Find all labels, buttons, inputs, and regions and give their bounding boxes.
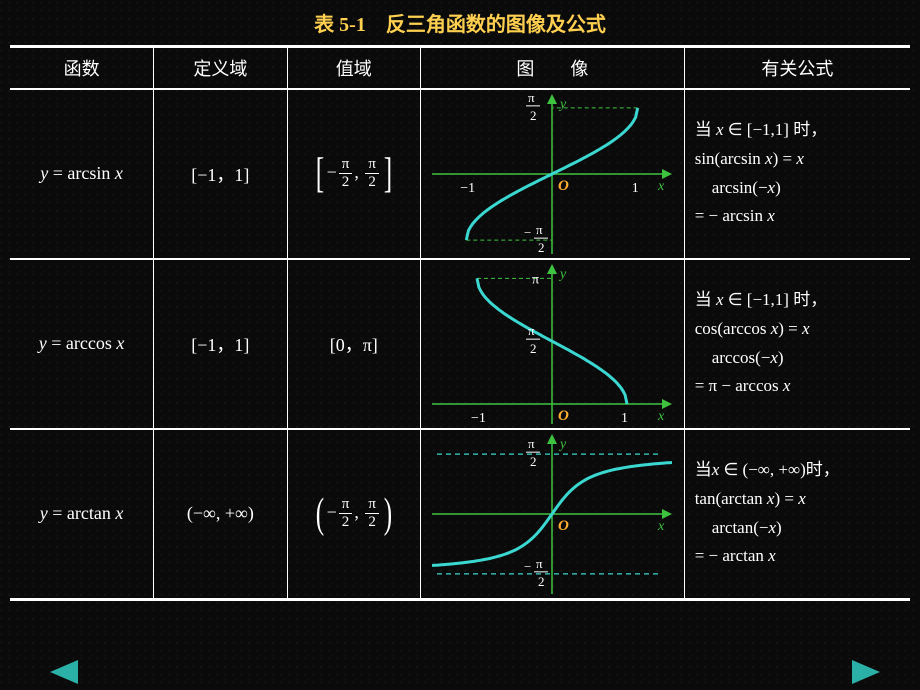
svg-text:π: π	[536, 555, 543, 570]
table-caption: 表 5-1 反三角函数的图像及公式	[10, 8, 910, 37]
header-formulas: 有关公式	[684, 47, 910, 89]
svg-text:y: y	[558, 267, 567, 282]
header-range: 值域	[287, 47, 420, 89]
domain-arccos: [−1，1]	[154, 259, 287, 429]
range-arctan: (−π2, π2)	[287, 429, 420, 600]
header-row: 函数 定义域 值域 图 像 有关公式	[10, 47, 910, 89]
range-arcsin: [−π2, π2]	[287, 89, 420, 259]
svg-text:O: O	[558, 178, 569, 194]
svg-text:1: 1	[632, 181, 639, 196]
svg-text:−1: −1	[471, 411, 486, 424]
svg-text:1: 1	[621, 411, 628, 424]
row-arcsin: y = arcsin x [−1，1] [−π2, π2] yxO−11π2−π…	[10, 89, 910, 259]
svg-text:π: π	[536, 222, 543, 237]
row-arccos: y = arccos x [−1，1] [0，π] y x O −1 1 π 2 π 当 x …	[10, 259, 910, 429]
header-domain: 定义域	[154, 47, 287, 89]
func-arctan: y = arctan x	[10, 429, 154, 600]
svg-text:x: x	[657, 179, 665, 194]
svg-text:−: −	[524, 558, 531, 573]
svg-text:x: x	[657, 519, 665, 534]
nav-prev-icon[interactable]	[50, 660, 78, 684]
svg-text:2: 2	[530, 107, 537, 122]
row-arctan: y = arctan x (−∞, +∞) (−π2, π2) yxOπ2−π2…	[10, 429, 910, 600]
svg-text:π: π	[528, 94, 535, 105]
graph-arcsin: yxO−11π2−π2	[420, 89, 684, 259]
svg-text:−1: −1	[461, 181, 476, 196]
svg-text:−: −	[524, 225, 531, 240]
svg-text:π: π	[528, 436, 535, 451]
svg-text:y: y	[558, 97, 567, 112]
formula-arccos: 当 x ∈ [−1,1] 时，cos(arccos x) = x arccos(…	[684, 259, 910, 429]
formula-arcsin: 当 x ∈ [−1,1] 时，sin(arcsin x) = x arcsin(…	[684, 89, 910, 259]
header-graph: 图 像	[420, 47, 684, 89]
range-arccos: [0，π]	[287, 259, 420, 429]
nav-next-icon[interactable]	[852, 660, 880, 684]
func-arcsin: y = arcsin x	[10, 89, 154, 259]
graph-arccos: y x O −1 1 π 2 π	[420, 259, 684, 429]
svg-text:π: π	[528, 323, 535, 338]
svg-text:2: 2	[538, 573, 545, 588]
svg-text:2: 2	[530, 341, 537, 356]
svg-text:x: x	[657, 409, 665, 424]
svg-text:π: π	[532, 272, 539, 287]
graph-arctan: yxOπ2−π2	[420, 429, 684, 600]
formula-arctan: 当x ∈ (−∞, +∞)时，tan(arctan x) = x arctan(…	[684, 429, 910, 600]
svg-text:O: O	[558, 408, 569, 424]
header-func: 函数	[10, 47, 154, 89]
domain-arcsin: [−1，1]	[154, 89, 287, 259]
inverse-trig-table: 函数 定义域 值域 图 像 有关公式 y = arcsin x [−1，1] […	[10, 45, 910, 601]
svg-text:2: 2	[530, 454, 537, 469]
svg-text:2: 2	[538, 240, 545, 254]
domain-arctan: (−∞, +∞)	[154, 429, 287, 600]
func-arccos: y = arccos x	[10, 259, 154, 429]
svg-text:O: O	[558, 518, 569, 534]
svg-text:y: y	[558, 437, 567, 452]
